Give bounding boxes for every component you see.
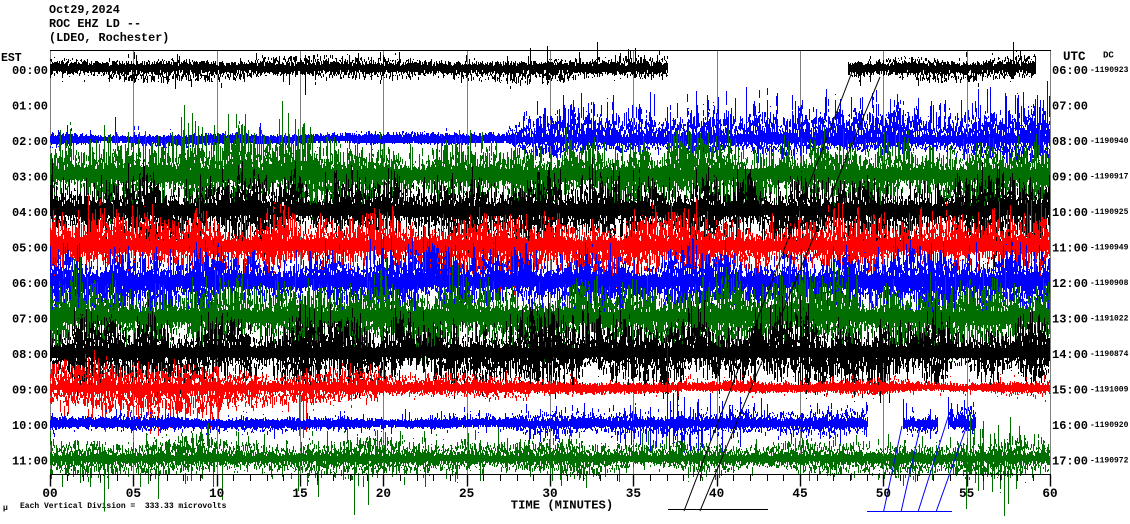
svg-text:13:00: 13:00 — [1052, 312, 1088, 326]
svg-text:μ: μ — [3, 504, 8, 513]
svg-text:10: 10 — [209, 486, 224, 501]
svg-text:06:00: 06:00 — [12, 277, 48, 291]
svg-text:Each Vertical Division = 333.: Each Vertical Division = 333.33 microvol… — [20, 502, 227, 511]
svg-text:60: 60 — [1042, 486, 1057, 501]
svg-text:03:00: 03:00 — [12, 170, 48, 184]
svg-text:45: 45 — [792, 486, 807, 501]
svg-text:05: 05 — [126, 486, 141, 501]
svg-text:-1191009: -1191009 — [1090, 385, 1129, 394]
svg-text:10:00: 10:00 — [1052, 206, 1088, 220]
svg-text:-1190908: -1190908 — [1090, 279, 1129, 288]
svg-text:30: 30 — [542, 486, 557, 501]
svg-text:-1190917: -1190917 — [1090, 172, 1129, 181]
svg-text:09:00: 09:00 — [12, 383, 48, 397]
svg-text:-1190920: -1190920 — [1090, 421, 1129, 430]
svg-text:40: 40 — [709, 486, 724, 501]
svg-text:00:00: 00:00 — [12, 64, 48, 78]
svg-text:00: 00 — [42, 486, 57, 501]
svg-text:04:00: 04:00 — [12, 206, 48, 220]
svg-text:-1190925: -1190925 — [1090, 208, 1129, 217]
svg-text:12:00: 12:00 — [1052, 277, 1088, 291]
svg-text:-1190972: -1190972 — [1090, 457, 1129, 466]
svg-text:25: 25 — [459, 486, 474, 501]
svg-text:11:00: 11:00 — [1052, 241, 1088, 255]
svg-text:01:00: 01:00 — [12, 99, 48, 113]
svg-text:(LDEO, Rochester): (LDEO, Rochester) — [49, 31, 169, 45]
svg-text:35: 35 — [626, 486, 641, 501]
svg-text:15:00: 15:00 — [1052, 383, 1088, 397]
svg-text:-1190874: -1190874 — [1090, 350, 1129, 359]
svg-text:14:00: 14:00 — [1052, 348, 1088, 362]
svg-text:Oct29,2024: Oct29,2024 — [49, 3, 120, 17]
svg-text:-1190949: -1190949 — [1090, 243, 1129, 252]
svg-text:08:00: 08:00 — [1052, 135, 1088, 149]
svg-text:08:00: 08:00 — [12, 348, 48, 362]
svg-text:16:00: 16:00 — [1052, 419, 1088, 433]
svg-text:09:00: 09:00 — [1052, 170, 1088, 184]
svg-text:EST: EST — [1, 52, 22, 65]
svg-text:02:00: 02:00 — [12, 135, 48, 149]
svg-text:20: 20 — [376, 486, 391, 501]
svg-text:11:00: 11:00 — [12, 454, 48, 468]
svg-text:UTC: UTC — [1063, 50, 1086, 64]
svg-text:-1191022: -1191022 — [1090, 314, 1129, 323]
svg-text:-1190923: -1190923 — [1090, 66, 1129, 75]
svg-text:-1190940: -1190940 — [1090, 137, 1129, 146]
svg-text:ROC EHZ LD --: ROC EHZ LD -- — [49, 17, 141, 31]
svg-text:50: 50 — [876, 486, 891, 501]
svg-text:05:00: 05:00 — [12, 241, 48, 255]
svg-text:06:00: 06:00 — [1052, 64, 1088, 78]
svg-text:07:00: 07:00 — [1052, 99, 1088, 113]
svg-text:07:00: 07:00 — [12, 312, 48, 326]
svg-text:TIME (MINUTES): TIME (MINUTES) — [511, 499, 613, 513]
svg-text:DC: DC — [1103, 51, 1114, 61]
svg-text:15: 15 — [292, 486, 307, 501]
svg-text:10:00: 10:00 — [12, 419, 48, 433]
svg-text:55: 55 — [959, 486, 974, 501]
svg-text:17:00: 17:00 — [1052, 454, 1088, 468]
